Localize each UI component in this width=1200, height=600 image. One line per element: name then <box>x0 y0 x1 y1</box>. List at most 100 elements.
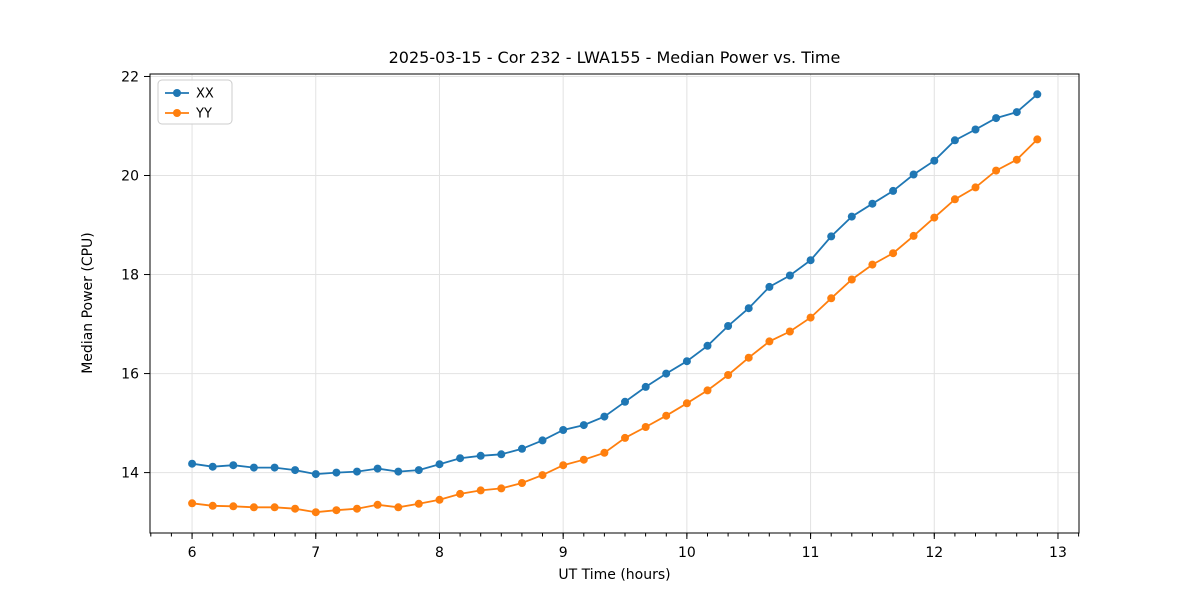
data-point <box>889 249 898 258</box>
series-XX-markers <box>188 90 1042 479</box>
legend-label: XX <box>196 87 214 102</box>
data-point <box>579 455 588 464</box>
data-point <box>1012 155 1021 164</box>
legend: XX YY <box>157 79 233 125</box>
x-tick-label: 12 <box>925 545 943 561</box>
data-point <box>229 502 238 511</box>
data-point <box>456 454 465 463</box>
data-point <box>270 463 279 472</box>
data-point <box>662 411 671 420</box>
x-axis-label: UT Time (hours) <box>558 567 671 583</box>
x-tick-label: 8 <box>435 545 444 561</box>
chart-title: 2025-03-15 - Cor 232 - LWA155 - Median P… <box>388 48 841 67</box>
data-point <box>394 503 403 512</box>
x-tick-label: 6 <box>188 545 197 561</box>
y-tick-label: 14 <box>121 466 139 482</box>
data-point <box>600 448 609 457</box>
data-point <box>1012 108 1021 117</box>
data-point <box>456 489 465 498</box>
data-point <box>682 357 691 366</box>
data-point <box>538 436 547 445</box>
data-point <box>621 433 629 442</box>
data-point <box>373 464 382 473</box>
data-point <box>806 313 815 322</box>
data-point <box>311 470 320 479</box>
series-XX-line <box>191 93 1038 476</box>
y-tick-label: 16 <box>121 367 139 383</box>
data-point <box>744 353 753 362</box>
data-point <box>1033 135 1042 144</box>
data-point <box>992 114 1001 123</box>
data-point <box>538 471 547 480</box>
data-point <box>744 304 753 313</box>
data-point <box>847 275 856 284</box>
data-point <box>703 341 712 350</box>
data-point <box>270 503 279 512</box>
data-point <box>992 166 1001 175</box>
data-point <box>291 466 300 475</box>
data-point <box>806 256 815 265</box>
data-point <box>208 462 217 471</box>
data-point <box>249 503 258 512</box>
data-point <box>497 484 506 493</box>
data-point <box>1033 90 1042 99</box>
y-axis-label: Median Power (CPU) <box>80 232 96 374</box>
data-point <box>291 504 300 513</box>
data-point <box>868 260 877 269</box>
data-point <box>373 500 382 509</box>
data-point <box>332 468 341 477</box>
data-point <box>559 426 568 434</box>
data-point <box>889 186 898 195</box>
data-point <box>332 506 341 515</box>
data-point <box>249 463 258 472</box>
data-point <box>559 461 568 470</box>
data-point <box>353 467 361 476</box>
x-tick-label: 9 <box>559 545 568 561</box>
axis-ticks: 6 7 8 9 10 11 12 13 14 16 18 20 22 <box>121 69 1080 561</box>
data-point <box>930 156 939 165</box>
data-point <box>641 423 650 431</box>
data-point <box>188 459 197 468</box>
x-tick-label: 10 <box>678 545 696 561</box>
legend-marker-sample <box>173 109 181 117</box>
data-point <box>930 213 939 222</box>
data-point <box>497 450 506 459</box>
x-tick-label: 7 <box>311 545 320 561</box>
data-point <box>579 421 588 430</box>
data-point <box>188 499 197 508</box>
data-point <box>868 199 877 208</box>
data-point <box>765 337 774 346</box>
data-point <box>950 195 959 204</box>
data-point <box>827 294 836 303</box>
data-point <box>662 369 671 378</box>
data-point <box>847 212 856 221</box>
y-tick-label: 20 <box>121 169 139 185</box>
data-point <box>950 136 959 145</box>
data-point <box>353 504 361 513</box>
data-point <box>476 486 485 495</box>
data-point <box>785 327 794 336</box>
series-YY-markers <box>188 135 1042 517</box>
data-point <box>785 271 794 280</box>
y-tick-label: 18 <box>121 268 139 284</box>
data-point <box>435 460 444 469</box>
data-point <box>971 125 980 134</box>
data-point <box>765 282 774 291</box>
data-point <box>909 170 918 179</box>
data-point <box>724 371 733 379</box>
data-point <box>909 231 918 240</box>
data-point <box>208 501 217 510</box>
data-point <box>621 397 629 406</box>
data-point <box>414 499 423 508</box>
data-point <box>435 495 444 504</box>
data-point <box>394 467 403 476</box>
x-tick-label: 13 <box>1049 545 1067 561</box>
data-point <box>703 386 712 395</box>
data-point <box>724 322 733 330</box>
plot-border <box>149 73 1080 534</box>
data-point <box>476 451 485 460</box>
y-tick-label: 22 <box>121 69 139 85</box>
data-point <box>641 382 650 391</box>
